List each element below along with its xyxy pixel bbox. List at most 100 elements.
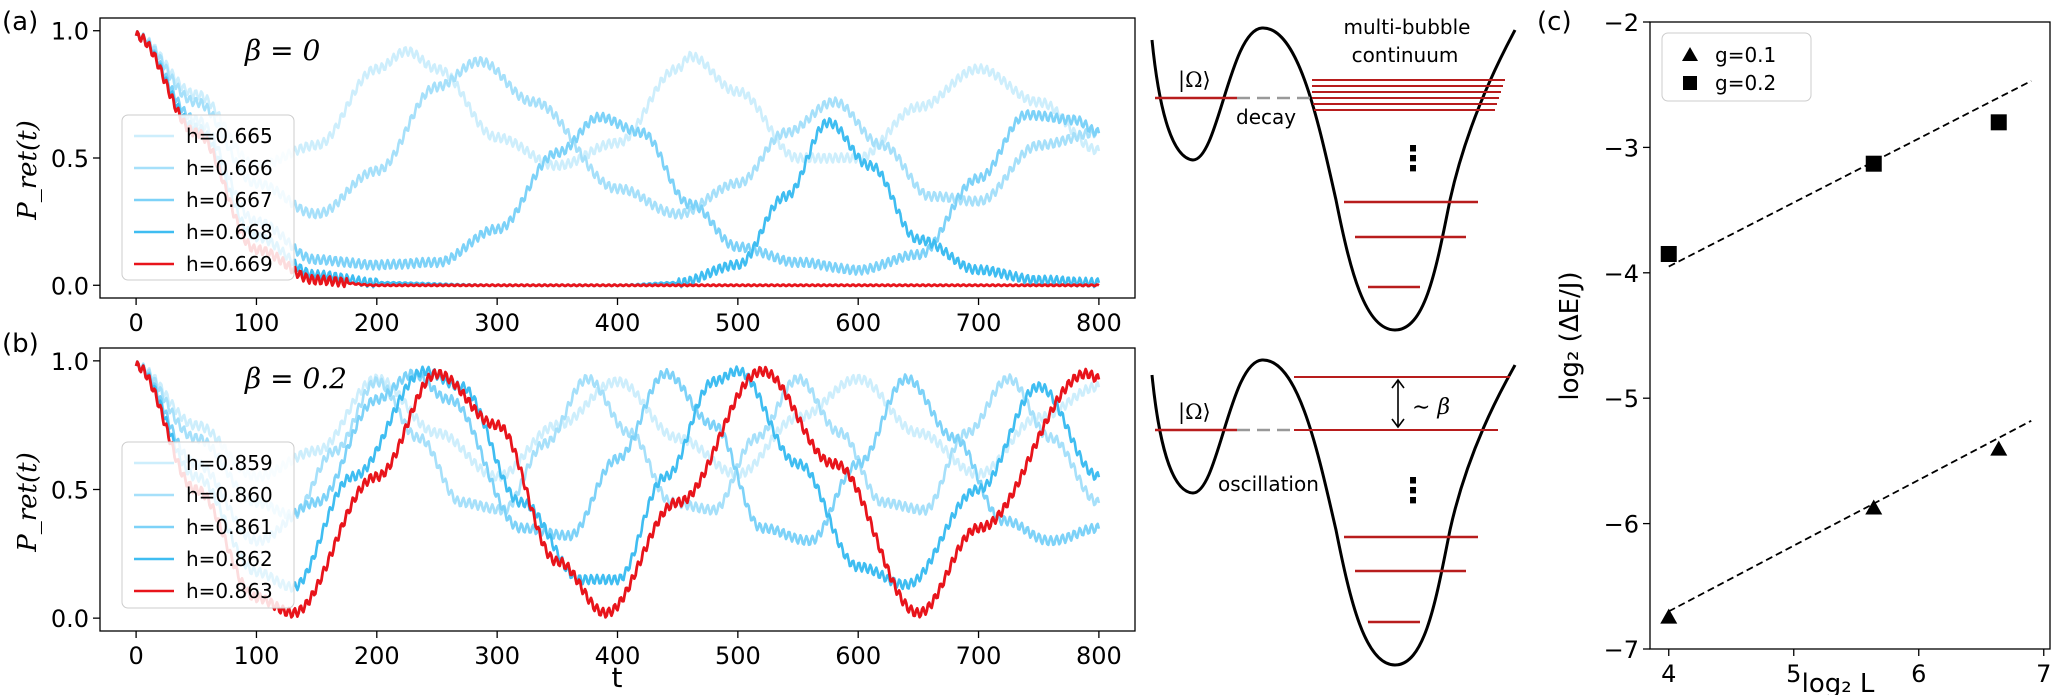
legend-label: g=0.1 (1715, 43, 1776, 67)
series-line-h=0.859 (134, 360, 1101, 483)
x-tick-label: 100 (234, 309, 280, 337)
series-line-h=0.669 (134, 30, 1100, 289)
x-tick-label: 200 (354, 642, 400, 670)
ellipsis-top: ⋮ (1396, 139, 1430, 179)
x-tick-label: 500 (715, 309, 761, 337)
legend-label: h=0.860 (186, 483, 273, 507)
x-tick-label: 5 (1786, 660, 1801, 688)
panel-a-legend-box (121, 114, 295, 281)
state-label-top: |Ω⟩ (1178, 68, 1211, 93)
y-tick-label: 0.0 (51, 272, 89, 300)
fit-line-g=0.2 (1668, 80, 2032, 268)
legend-label: h=0.667 (186, 188, 273, 212)
x-tick-label: 500 (715, 642, 761, 670)
panel-c-legend-box (1661, 32, 1812, 102)
panel-c-xlabel: log₂ L (1802, 669, 1875, 695)
x-tick-label: 700 (956, 309, 1002, 337)
y-tick-label: 0.5 (51, 477, 89, 505)
legend-label: h=0.859 (186, 451, 273, 475)
panel-b-xticks: 0 100 200 300 400 500 600 700 800 (128, 631, 1122, 670)
diagram-top: |Ω⟩ decay multi-bubble continuum ⋮ (1150, 15, 1517, 332)
series-line-h=0.861 (134, 360, 1101, 547)
x-tick-label: 300 (474, 642, 520, 670)
oscillation-label: oscillation (1218, 472, 1319, 496)
panel-b-legend: h=0.859 h=0.860 h=0.861 h=0.862 h=0.863 (121, 441, 295, 609)
panel-b: (b) 0.00.51.0 0 100 200 300 400 500 600 700 800 … (2, 329, 1136, 694)
decay-label: decay (1236, 105, 1296, 129)
panel-b-series (134, 360, 1101, 619)
panel-a-xticks: 0 100 200 300 400 500 600 700 800 (128, 298, 1122, 337)
legend-label: h=0.665 (186, 124, 273, 148)
y-tick-label: 0.0 (51, 605, 89, 633)
legend-label: g=0.2 (1715, 71, 1776, 95)
legend-label: h=0.861 (186, 515, 273, 539)
x-tick-label: 4 (1661, 660, 1676, 688)
panel-a-label: (a) (2, 7, 38, 37)
legend-marker-triangle (1682, 47, 1698, 61)
y-tick-label: 0.5 (51, 145, 89, 173)
panel-c-yticks: −2 −3 −4 −5 −6 −7 (1604, 9, 1650, 664)
spacing-arrow-head-down (1391, 418, 1405, 429)
panel-b-label: (b) (2, 329, 39, 359)
x-tick-label: 300 (474, 309, 520, 337)
panel-a-yticks: 0.0 0.5 1.0 (51, 18, 100, 300)
data-point-square (1865, 155, 1882, 172)
series-line-h=0.863 (134, 360, 1101, 619)
y-tick-label: −5 (1604, 385, 1639, 413)
x-tick-label: 7 (2036, 660, 2051, 688)
ellipsis-bottom: ⋮ (1396, 471, 1430, 511)
continuum-label-line1: multi-bubble (1344, 15, 1471, 39)
fit-line-g=0.1 (1668, 419, 2032, 613)
panel-a-beta-label: β = 0 (244, 34, 320, 67)
panel-c-legend: g=0.1 g=0.2 (1661, 32, 1812, 102)
series-line-h=0.665 (134, 30, 1101, 172)
panel-b-beta-label: β = 0.2 (244, 362, 347, 395)
panel-b-legend-box (121, 441, 295, 609)
panel-a-series (134, 30, 1101, 289)
panel-b-ylabel: P_ret(t) (13, 452, 43, 553)
x-tick-label: 700 (956, 642, 1002, 670)
y-tick-label: 1.0 (51, 18, 89, 46)
panel-c-legend-entries: g=0.1 g=0.2 (1682, 43, 1776, 95)
panel-a: (a) 0.00.51.0 0 100 200 300 400 500 600 700 800 … (2, 7, 1136, 337)
legend-marker-square (1683, 76, 1697, 90)
y-tick-label: −6 (1604, 511, 1639, 539)
x-tick-label: 600 (835, 309, 881, 337)
panel-b-legend-entries: h=0.859 h=0.860 h=0.861 h=0.862 h=0.863 (134, 451, 273, 603)
series-line-h=0.667 (134, 30, 1101, 276)
state-label-bottom: |Ω⟩ (1178, 400, 1211, 425)
panel-a-legend-entries: h=0.665 h=0.666 h=0.667 h=0.668 h=0.669 (134, 124, 273, 276)
panel-b-yticks: 0.0 0.5 1.0 (51, 348, 100, 633)
panel-c-label: (c) (1537, 7, 1572, 37)
y-tick-label: 1.0 (51, 348, 89, 376)
continuum-label-line2: continuum (1352, 43, 1459, 67)
x-tick-label: 800 (1076, 642, 1122, 670)
spacing-arrow-head-up (1391, 378, 1405, 389)
diagram-bottom: |Ω⟩ oscillation ∼ β ⋮ (1150, 358, 1517, 667)
panel-c-frame (1649, 21, 2051, 650)
panel-b-xlabel: t (612, 661, 623, 694)
y-tick-label: −7 (1604, 636, 1639, 664)
panel-c-plot (1660, 80, 2032, 624)
series-line-h=0.666 (134, 30, 1101, 220)
spacing-label: ∼ β (1412, 395, 1450, 420)
panel-a-legend: h=0.665 h=0.666 h=0.667 h=0.668 h=0.669 (121, 114, 295, 281)
x-tick-label: 400 (595, 309, 641, 337)
panel-a-ylabel: P_ret(t) (13, 120, 43, 221)
x-tick-label: 600 (835, 642, 881, 670)
x-tick-label: 0 (128, 309, 143, 337)
x-tick-label: 0 (128, 642, 143, 670)
y-tick-label: −3 (1604, 134, 1639, 162)
x-tick-label: 200 (354, 309, 400, 337)
x-tick-label: 800 (1076, 309, 1122, 337)
y-tick-label: −4 (1604, 260, 1639, 288)
x-tick-label: 100 (234, 642, 280, 670)
panel-c-ylabel: log₂ (ΔE/J) (1555, 271, 1585, 400)
panel-c: (c) −2 −3 −4 −5 −6 −7 4 5 6 7 log₂ (ΔE/J) log₂ L… (1537, 7, 2051, 695)
x-tick-label: 6 (1911, 660, 1926, 688)
legend-label: h=0.668 (186, 220, 273, 244)
y-tick-label: −2 (1604, 9, 1639, 37)
data-point-triangle (1660, 608, 1678, 624)
data-point-triangle (1865, 499, 1883, 515)
